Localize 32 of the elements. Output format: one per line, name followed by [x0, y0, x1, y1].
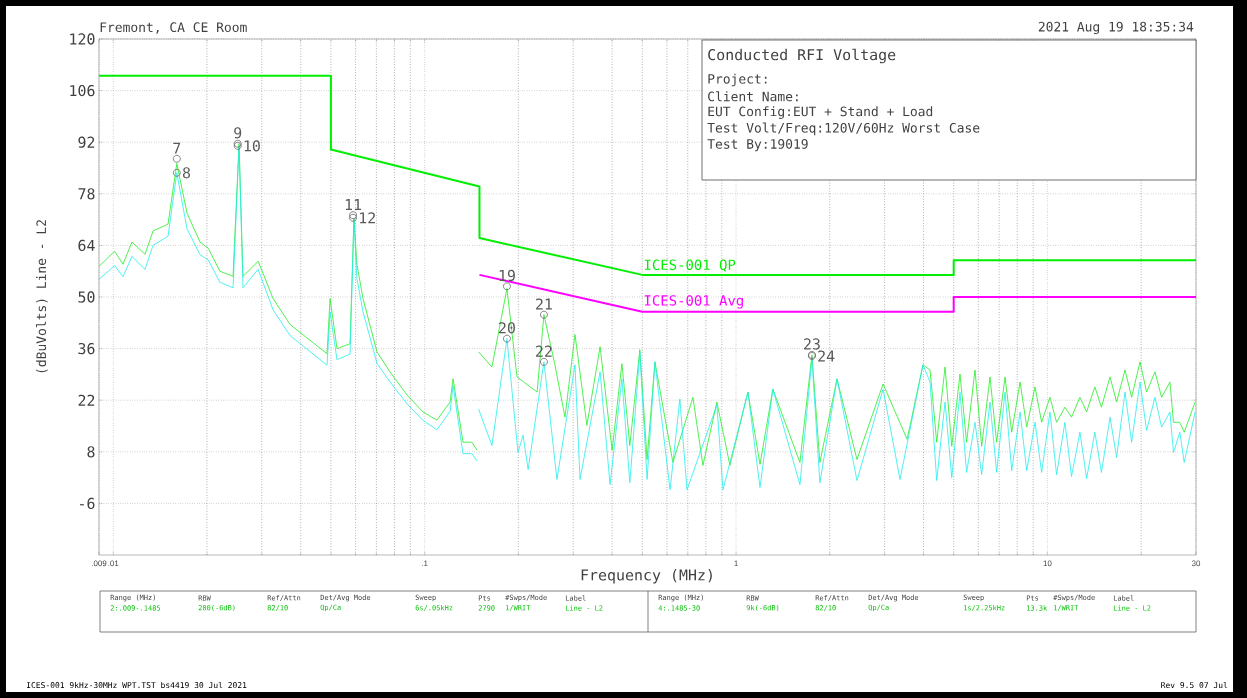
y-tick-label: 78: [78, 188, 95, 200]
text: 2021 Aug 19 18:35:34: [1038, 21, 1194, 35]
x-axis-title: Frequency (MHz): [581, 569, 712, 584]
series-label: ICES-001 Avg: [644, 295, 743, 309]
annotation: 19: [499, 269, 515, 282]
series-label: ICES-001 QP: [644, 259, 736, 272]
annotation: 21: [536, 298, 552, 310]
annotation: 12: [360, 212, 375, 224]
y-tick-label: 22: [78, 394, 95, 406]
y-tick-label: 120: [70, 33, 95, 45]
annotation: Test By:19019: [707, 139, 808, 152]
y-tick-label: 50: [78, 291, 95, 303]
text: Conducted RFI Voltage: [708, 48, 896, 64]
annotation: 24: [818, 350, 835, 362]
y-tick-label: -6: [80, 497, 95, 510]
y-tick-label: 106: [70, 84, 95, 97]
annotation: Test Volt/Freq:120V/60Hz Worst Case: [707, 122, 980, 136]
y-tick-label: 92: [78, 136, 95, 148]
annotation: 8: [182, 167, 191, 179]
annotation: 23: [804, 338, 820, 350]
annotation: EUT Config:EUT + Stand + Load: [708, 106, 933, 119]
y-tick-label: 36: [78, 342, 95, 355]
y-axis-title: (dBuVolts) Line - L2: [36, 220, 48, 373]
y-tick-label: 64: [78, 239, 95, 252]
y-tick-label: 8: [87, 446, 95, 458]
annotation: 10: [244, 140, 260, 152]
text: Fremont, CA CE Room: [100, 22, 247, 34]
annotation: Client Name:: [708, 91, 798, 102]
annotation: 9: [234, 127, 242, 139]
annotation: 11: [345, 199, 362, 210]
annotation: 7: [173, 142, 181, 154]
annotation: Project:: [708, 73, 767, 87]
